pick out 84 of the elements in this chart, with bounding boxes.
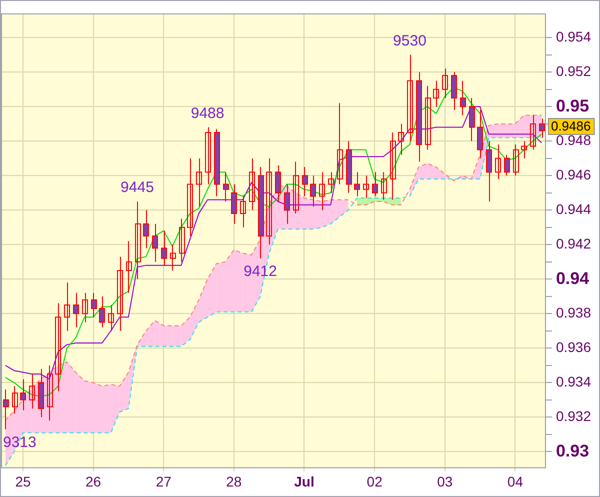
annotation: 9412: [244, 263, 277, 280]
candlestick: [3, 389, 9, 430]
candlestick: [231, 184, 237, 224]
y-tick-label: 0.938: [556, 304, 592, 320]
candlestick: [55, 302, 61, 392]
candlestick: [249, 158, 255, 211]
candlestick: [398, 123, 404, 156]
candlestick: [390, 132, 396, 200]
annotation: 9445: [120, 179, 154, 196]
annotation: 9488: [190, 104, 224, 122]
y-tick-label: 0.954: [556, 28, 592, 44]
candlestick: [205, 126, 211, 185]
candlestick: [425, 85, 431, 150]
candlestick: [530, 114, 536, 150]
y-tick-label: 0.934: [556, 374, 592, 390]
candlestick: [12, 386, 18, 414]
candlestick: [240, 196, 246, 228]
y-tick-label: 0.93: [556, 441, 590, 460]
x-tick-label: 25: [15, 473, 31, 490]
candlestick: [442, 68, 448, 98]
candlestick: [495, 144, 501, 180]
candlestick: [433, 80, 439, 108]
candlestick: [126, 240, 132, 294]
candlestick: [504, 154, 510, 176]
candlestick: [20, 378, 26, 411]
x-tick-label: 27: [156, 473, 172, 490]
candlestick: [170, 244, 176, 271]
y-tick-label: 0.932: [556, 408, 592, 424]
candlestick: [284, 184, 290, 224]
candlestick: [302, 166, 308, 197]
candlestick: [337, 102, 343, 185]
y-tick-label: 0.936: [556, 339, 592, 355]
candlestick: [152, 223, 158, 262]
candlestick: [469, 97, 475, 142]
y-tick-label: 0.94: [556, 268, 590, 288]
candlestick: [29, 374, 35, 410]
candlestick: [73, 292, 79, 328]
candlestick: [161, 230, 167, 266]
candlestick: [363, 175, 369, 199]
annotation: 9313: [3, 434, 36, 451]
candlestick: [319, 172, 325, 211]
candlestick: [407, 54, 413, 142]
y-tick-label: 0.942: [556, 235, 592, 252]
candlestick: [266, 158, 272, 246]
candlestick: [179, 218, 185, 262]
candlestick: [460, 80, 466, 116]
candlestick: [196, 158, 202, 208]
candlestick: [354, 172, 360, 197]
x-tick-label: Jul: [294, 473, 314, 490]
candlestick: [108, 304, 114, 332]
candlestick: [293, 161, 299, 214]
y-tick-label: 0.952: [556, 62, 592, 79]
candlestick: [47, 364, 53, 422]
candlestick: [135, 200, 141, 280]
candlestick: [372, 172, 378, 197]
x-tick-label: 04: [507, 473, 524, 490]
candlestick: [539, 118, 545, 138]
x-tick-label: 02: [366, 473, 383, 490]
candlestick: [451, 72, 457, 111]
candlestick: [91, 292, 97, 318]
candlestick: [187, 158, 193, 236]
x-tick-label: 26: [86, 473, 102, 490]
candlestick: [99, 296, 105, 328]
candlestick: [310, 175, 316, 208]
candlestick: [521, 140, 527, 159]
candlestick: [143, 210, 149, 249]
candlestick: [223, 172, 229, 202]
candlestick: [275, 164, 281, 202]
y-tick-label: 0.948: [556, 132, 592, 148]
candlestick: [117, 256, 123, 332]
x-tick-label: 03: [437, 473, 453, 490]
candlestick: [64, 282, 70, 332]
text: 0.9486: [550, 118, 591, 134]
candlestick: [486, 140, 492, 202]
candlestick: [477, 110, 483, 159]
y-tick-label: 0.95: [556, 96, 590, 116]
candlestick: [328, 172, 334, 194]
candlestick: [513, 144, 519, 176]
x-tick-label: 28: [226, 473, 242, 490]
annotation: 9530: [393, 32, 426, 50]
y-tick-label: 0.944: [556, 200, 592, 217]
y-tick-label: 0.946: [556, 166, 592, 182]
candlestick: [82, 292, 88, 323]
candlestick: [381, 172, 387, 200]
